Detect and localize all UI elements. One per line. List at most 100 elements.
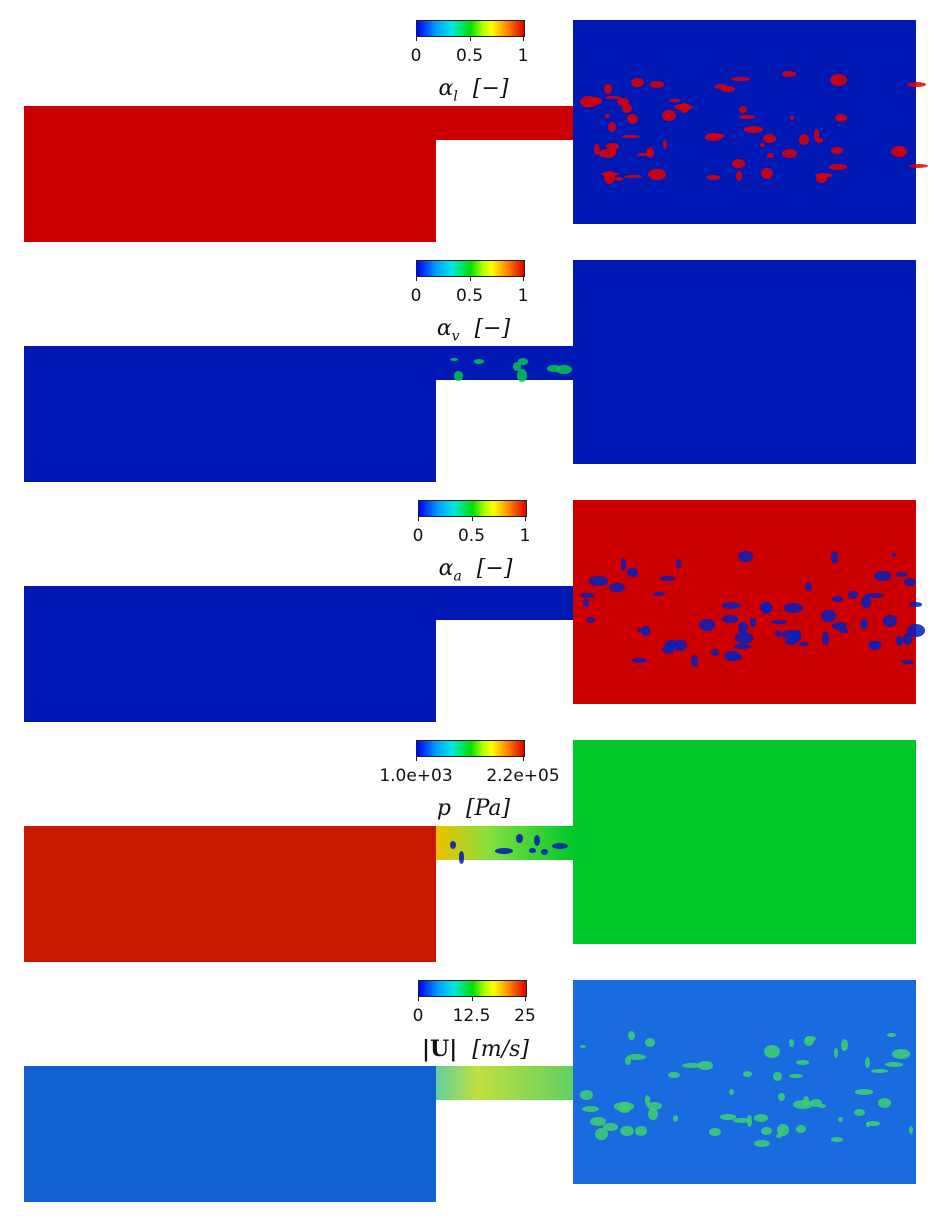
flow-blob (735, 631, 754, 644)
flow-blob (682, 1062, 702, 1068)
flow-blob (673, 1115, 679, 1122)
flow-blob (698, 618, 715, 631)
flow-blob (902, 633, 912, 645)
outlet-region (573, 260, 916, 464)
flow-blob (602, 1123, 618, 1132)
colorbar-tick (469, 276, 471, 281)
flow-blob (450, 841, 456, 849)
flow-blob (517, 357, 529, 365)
flow-blob (788, 1039, 794, 1047)
flow-blob (661, 110, 677, 122)
flow-blob (835, 113, 848, 123)
panel-alpha_l: 0 0.5 1 αl [−] (0, 0, 941, 242)
flow-blob (533, 834, 540, 847)
colorbar-tick (469, 36, 471, 41)
title-symbol: α (438, 556, 454, 581)
colorbar-tick (471, 996, 473, 1001)
flow-blob (628, 1031, 636, 1040)
flow-blob (840, 1039, 849, 1051)
flow-blob (723, 650, 741, 662)
flow-blob (711, 649, 720, 657)
inlet-region (24, 106, 436, 242)
flow-blob (675, 559, 682, 568)
title-subscript: l (453, 88, 458, 105)
flow-blob (605, 142, 619, 151)
flow-blob (679, 102, 689, 114)
flow-blob (691, 655, 698, 667)
title-subscript: a (453, 568, 462, 585)
flow-blob (516, 833, 524, 844)
flow-blob (869, 640, 881, 651)
flow-blob (830, 74, 848, 87)
flow-blob (735, 171, 742, 182)
flow-blob (814, 128, 819, 141)
colorbar-tick-label: 2.2e+05 (486, 766, 560, 786)
flow-blob (732, 1118, 750, 1124)
flow-blob (619, 1126, 634, 1137)
flow-blob (789, 116, 795, 121)
flow-blob (622, 104, 632, 114)
colorbar-tick (523, 756, 524, 761)
colorbar-tick (416, 276, 417, 281)
flow-blob (782, 71, 796, 78)
colorbar-tick-label: 0.5 (455, 286, 484, 306)
flow-blob (547, 365, 561, 373)
colorbar-tick-label: 1.0e+03 (379, 766, 453, 786)
colorbar-tick (525, 996, 526, 1001)
colorbar-tick-label: 0 (410, 46, 422, 66)
flow-blob (621, 134, 641, 138)
flow-blob (892, 1049, 911, 1060)
flow-blob (729, 1088, 735, 1096)
flow-blob (454, 371, 463, 381)
flow-blob (906, 81, 927, 87)
flow-blob (822, 632, 829, 645)
flow-blob (624, 175, 643, 179)
flow-blob (732, 158, 745, 168)
flow-blob (608, 122, 617, 133)
flow-blob (644, 1095, 651, 1106)
colorbar-tick-label: 0.5 (455, 46, 484, 66)
flow-blob (646, 1101, 663, 1111)
flow-blob (669, 98, 681, 102)
flow-blob (734, 644, 751, 650)
flow-blob (761, 1126, 773, 1135)
flow-blob (653, 591, 665, 596)
flow-blob (659, 575, 675, 581)
flow-blob (598, 149, 616, 158)
flow-blob (890, 145, 907, 158)
flow-blob (513, 362, 522, 372)
inlet-region (24, 346, 436, 482)
colorbar-title: |U| [m/s] (422, 1036, 529, 1065)
flow-blob (865, 1120, 881, 1127)
flow-blob (804, 582, 812, 592)
colorbar-tick-label: 0.5 (457, 526, 486, 546)
flow-blob (895, 635, 904, 646)
flow-blob (650, 80, 665, 89)
flow-blob (865, 1057, 871, 1068)
colorbar-tick (416, 756, 417, 761)
flow-blob (760, 167, 774, 180)
inlet-region (24, 586, 436, 722)
flow-blob (722, 614, 738, 623)
flow-blob (590, 96, 602, 105)
flow-blob (739, 106, 748, 114)
colorbar-tick (418, 996, 419, 1001)
throat-region (436, 586, 574, 620)
flow-blob (891, 552, 897, 558)
outlet-region (573, 500, 916, 704)
flow-blob (818, 1104, 827, 1109)
flow-blob (908, 163, 929, 168)
flow-blob (753, 1139, 771, 1147)
flow-blob (871, 1068, 889, 1074)
title-unit: [−] (465, 76, 509, 101)
flow-blob (605, 95, 621, 100)
colorbar (418, 500, 527, 517)
flow-blob (494, 848, 513, 854)
flow-blob (625, 1056, 631, 1065)
flow-blob (727, 656, 743, 661)
flow-blob (516, 369, 528, 382)
colorbar-title: αv [−] (437, 316, 510, 344)
flow-blob (609, 582, 625, 593)
flow-blob (458, 851, 465, 864)
flow-blob (580, 1044, 587, 1049)
